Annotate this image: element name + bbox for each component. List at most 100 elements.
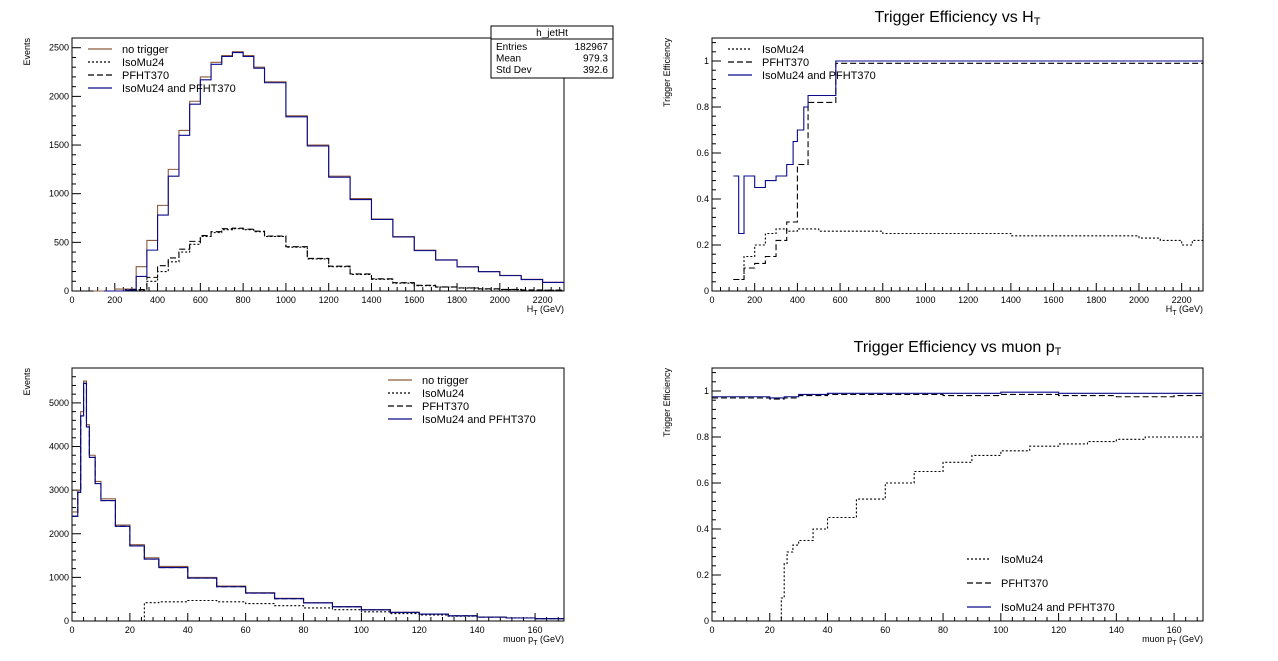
x-tick-label: 60 bbox=[241, 625, 251, 635]
y-tick-label: 500 bbox=[54, 237, 69, 247]
stats-box: h_jetHt Entries 182967 Mean 979.3 Std Dev 392.… bbox=[490, 25, 614, 79]
stats-box-frame bbox=[490, 25, 614, 79]
y-tick-label: 0.2 bbox=[696, 240, 709, 250]
x-axis-label: muon pT (GeV) bbox=[1142, 634, 1203, 647]
x-tick-label: 1600 bbox=[404, 295, 424, 305]
series-line-pfht370 bbox=[712, 393, 1204, 400]
series-line-isomu24 bbox=[733, 224, 1204, 281]
x-tick-label: 140 bbox=[1109, 625, 1124, 635]
legend: IsoMu24 PFHT370 IsoMu24 and PFHT370 bbox=[967, 554, 1115, 614]
x-tick-label: 40 bbox=[183, 625, 193, 635]
stats-box-value: 182967 bbox=[575, 42, 609, 53]
series-line-both bbox=[104, 52, 565, 292]
chart-p3: 0 20 40 60 80 100 120 140 160 0 1000 2000 3000 4000 50… bbox=[22, 367, 565, 647]
series-line-isomu24 bbox=[104, 228, 565, 292]
x-tick-label: 200 bbox=[747, 295, 762, 305]
y-tick-label: 2000 bbox=[49, 529, 69, 539]
plot-frame bbox=[711, 367, 1204, 622]
series-line-pfht370 bbox=[104, 227, 565, 292]
legend-label: IsoMu24 bbox=[1001, 554, 1043, 566]
x-tick-label: 400 bbox=[790, 295, 805, 305]
chart-p4: 0 20 40 60 80 100 120 140 160 0 0.2 0.4 0.6 0.8 1 muon … bbox=[662, 339, 1204, 647]
series-line-isomu24 bbox=[712, 432, 1204, 622]
y-tick-label: 2000 bbox=[49, 91, 69, 101]
y-tick-label: 0 bbox=[64, 616, 69, 626]
legend-label: IsoMu24 bbox=[762, 44, 804, 56]
legend-label: IsoMu24 and PFHT370 bbox=[1001, 602, 1115, 614]
x-tick-label: 60 bbox=[880, 625, 890, 635]
y-tick-label: 0.6 bbox=[696, 148, 709, 158]
legend-label: IsoMu24 bbox=[422, 388, 464, 400]
x-tick-label: 80 bbox=[938, 625, 948, 635]
y-tick-label: 0 bbox=[704, 286, 709, 296]
x-tick-label: 1800 bbox=[447, 295, 467, 305]
x-tick-label: 0 bbox=[709, 625, 714, 635]
x-axis-label: HT (GeV) bbox=[527, 304, 564, 317]
series-line-both bbox=[733, 60, 1203, 235]
plot-frame bbox=[71, 367, 565, 622]
x-tick-label: 600 bbox=[193, 295, 208, 305]
y-tick-label: 0.8 bbox=[696, 102, 709, 112]
x-tick-label: 600 bbox=[833, 295, 848, 305]
series-line-pfht370 bbox=[733, 61, 1204, 281]
x-tick-label: 0 bbox=[69, 295, 74, 305]
x-tick-label: 140 bbox=[470, 625, 485, 635]
x-tick-label: 2200 bbox=[1172, 295, 1192, 305]
y-tick-label: 5000 bbox=[49, 398, 69, 408]
legend-label: IsoMu24 and PFHT370 bbox=[762, 70, 876, 82]
x-tick-label: 20 bbox=[125, 625, 135, 635]
legend-label: no trigger bbox=[122, 44, 169, 56]
y-tick-label: 0.8 bbox=[696, 432, 709, 442]
series-line-both bbox=[72, 382, 565, 620]
legend-label: PFHT370 bbox=[1001, 578, 1048, 590]
y-tick-label: 4000 bbox=[49, 442, 69, 452]
y-tick-label: 3000 bbox=[49, 485, 69, 495]
legend-label: IsoMu24 and PFHT370 bbox=[422, 414, 536, 426]
series-line-isomu24 bbox=[72, 599, 565, 622]
y-tick-label: 1 bbox=[704, 386, 709, 396]
y-axis-label: Trigger Efficiency bbox=[662, 368, 672, 438]
x-tick-label: 40 bbox=[823, 625, 833, 635]
series-line-both bbox=[712, 391, 1204, 399]
x-tick-label: 1200 bbox=[319, 295, 339, 305]
x-tick-label: 1200 bbox=[958, 295, 978, 305]
x-tick-label: 1600 bbox=[1044, 295, 1064, 305]
stats-box-key: Entries bbox=[496, 42, 527, 53]
x-tick-label: 400 bbox=[150, 295, 165, 305]
chart-p2: 0 200 400 600 800 1000 1200 1400 1600 1800 2000 220… bbox=[662, 9, 1204, 317]
stats-box-key: Mean bbox=[496, 54, 521, 65]
x-axis-label: HT (GeV) bbox=[1166, 304, 1203, 317]
y-tick-label: 2500 bbox=[49, 43, 69, 53]
x-tick-label: 160 bbox=[528, 625, 543, 635]
x-tick-label: 1800 bbox=[1086, 295, 1106, 305]
stats-box-value: 392.6 bbox=[583, 65, 608, 76]
x-tick-label: 200 bbox=[107, 295, 122, 305]
x-tick-label: 1000 bbox=[915, 295, 935, 305]
y-axis-label: Events bbox=[22, 368, 32, 396]
x-tick-label: 2000 bbox=[1129, 295, 1149, 305]
x-axis-label: muon pT (GeV) bbox=[503, 634, 564, 647]
x-tick-label: 2200 bbox=[533, 295, 553, 305]
y-tick-label: 0.4 bbox=[696, 194, 709, 204]
chart-p1: 0 200 400 600 800 1000 1200 1400 1600 1800 2000 220… bbox=[22, 25, 614, 317]
x-tick-label: 800 bbox=[236, 295, 251, 305]
legend-label: IsoMu24 and PFHT370 bbox=[122, 83, 236, 95]
x-tick-label: 120 bbox=[412, 625, 427, 635]
x-tick-label: 160 bbox=[1167, 625, 1182, 635]
y-tick-label: 1000 bbox=[49, 572, 69, 582]
y-tick-label: 0.4 bbox=[696, 524, 709, 534]
x-tick-label: 120 bbox=[1051, 625, 1066, 635]
x-tick-label: 0 bbox=[69, 625, 74, 635]
y-axis-label: Trigger Efficiency bbox=[662, 38, 672, 108]
x-tick-label: 2000 bbox=[490, 295, 510, 305]
x-tick-label: 800 bbox=[875, 295, 890, 305]
legend-label: PFHT370 bbox=[122, 70, 169, 82]
x-tick-label: 80 bbox=[299, 625, 309, 635]
legend-label: PFHT370 bbox=[422, 401, 469, 413]
x-tick-label: 1000 bbox=[276, 295, 296, 305]
x-tick-label: 100 bbox=[354, 625, 369, 635]
chart-title: Trigger Efficiency vs muon pT bbox=[854, 339, 1062, 358]
